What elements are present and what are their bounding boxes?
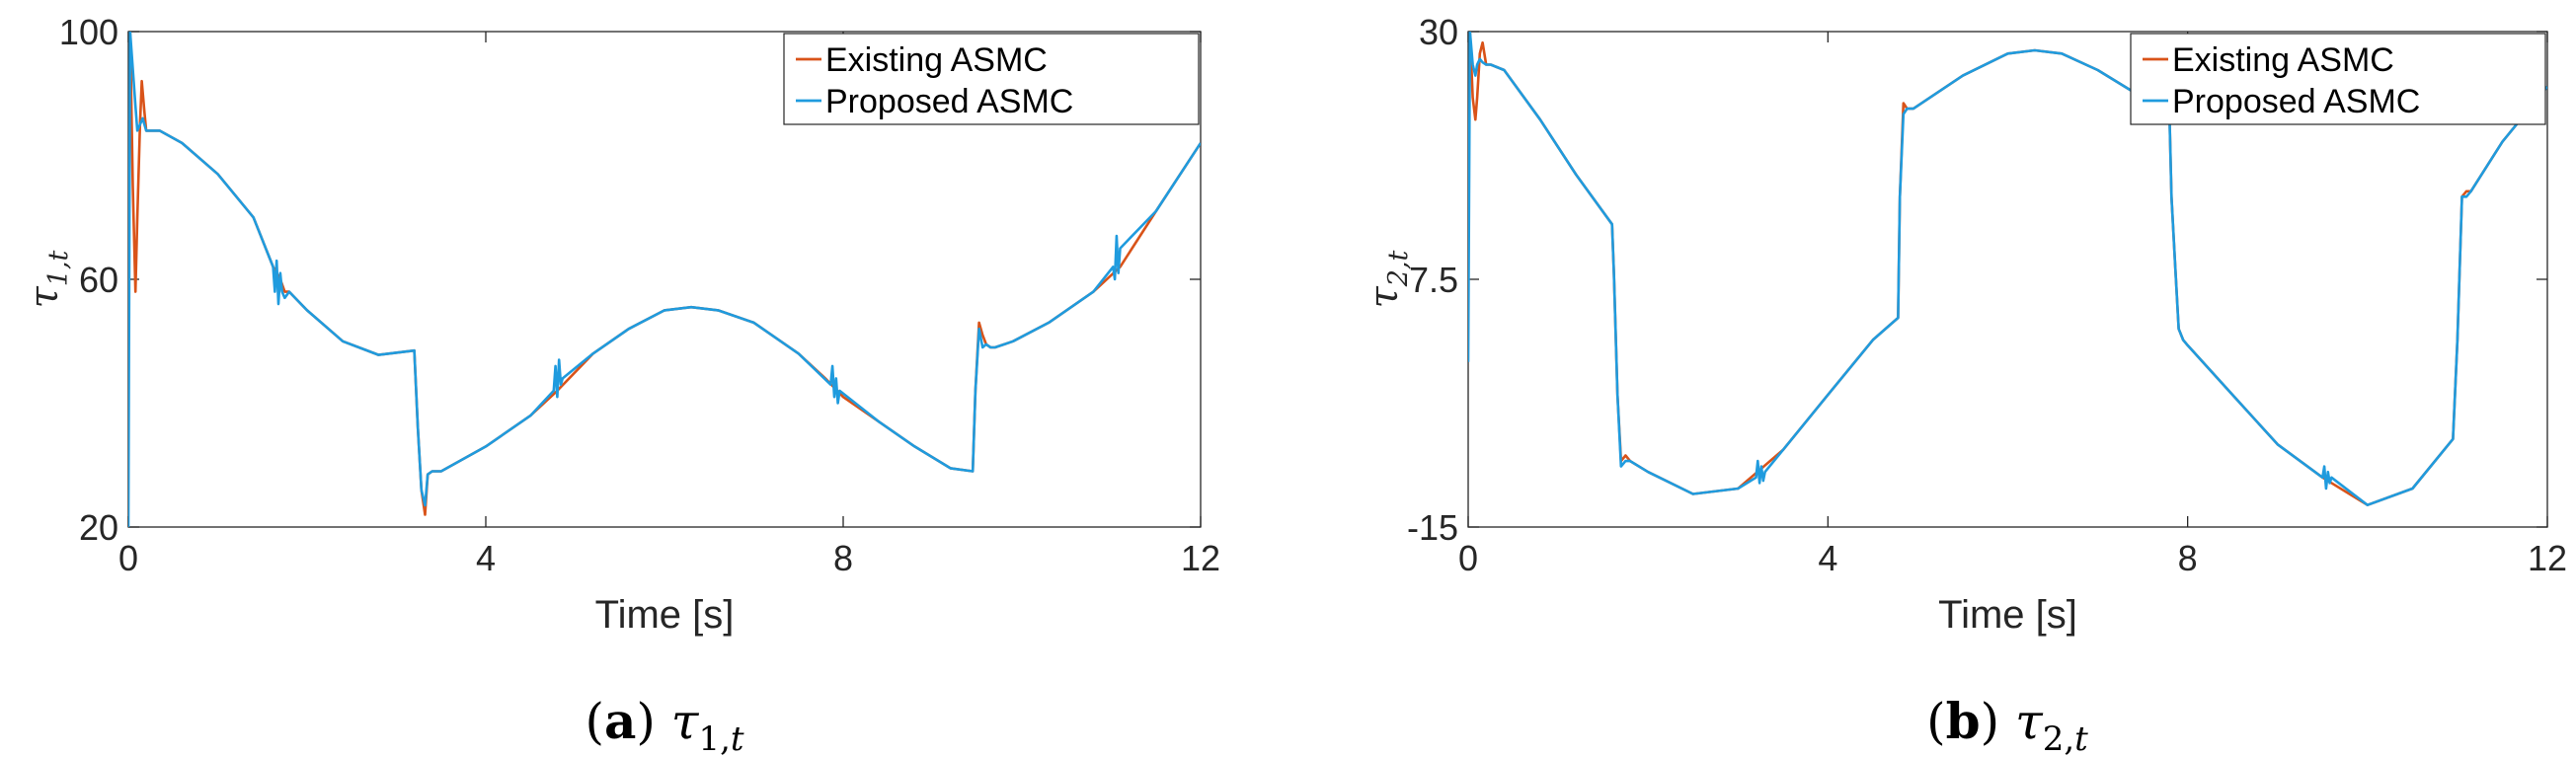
caption-symbol: τ xyxy=(2015,693,2044,750)
legend-entry: Proposed ASMC xyxy=(825,83,1073,120)
x-tick-label: 8 xyxy=(2178,538,2198,578)
caption-subscript-italic: t xyxy=(731,719,744,757)
y-axis-label: τ1,t xyxy=(22,250,74,308)
caption-letter: b xyxy=(1946,692,1981,750)
y-axis-label-subscript: 2,t xyxy=(1383,250,1414,287)
x-tick-label: 8 xyxy=(833,538,853,578)
x-tick-label: 12 xyxy=(1181,538,1220,578)
panel-caption: (a) τ1,t xyxy=(585,692,743,757)
y-axis-label-symbol: τ xyxy=(1362,285,1407,308)
x-axis-label: Time [s] xyxy=(595,593,735,637)
x-tick-label: 12 xyxy=(2528,538,2567,578)
y-tick-label: 60 xyxy=(79,260,118,300)
legend: Existing ASMC Proposed ASMC xyxy=(2130,33,2546,125)
series-line-proposed-asmc xyxy=(128,32,1201,527)
x-tick-label: 4 xyxy=(1818,538,1837,578)
caption-close-paren: ) xyxy=(1981,693,2015,750)
series-group xyxy=(1468,32,2547,507)
y-tick-label: -15 xyxy=(1407,507,1458,548)
y-tick-label: 20 xyxy=(79,507,118,548)
y-axis-label: τ2,t xyxy=(1362,250,1414,308)
legend-entry: Proposed ASMC xyxy=(2172,83,2420,120)
caption-open-paren: ( xyxy=(1926,693,1946,750)
caption-subscript-italic: t xyxy=(2074,719,2088,757)
y-tick-label: 30 xyxy=(1419,12,1458,52)
legend: Existing ASMC Proposed ASMC xyxy=(783,33,1200,125)
legend-box xyxy=(783,33,1200,125)
y-axis-label-subscript: 1,t xyxy=(43,250,74,286)
x-tick-label: 4 xyxy=(476,538,496,578)
caption-letter: a xyxy=(604,692,636,750)
caption-close-paren: ) xyxy=(636,693,670,750)
series-group xyxy=(128,32,1201,527)
caption-open-paren: ( xyxy=(585,693,604,750)
legend-entry: Existing ASMC xyxy=(825,41,1048,79)
series-line-proposed-asmc xyxy=(1468,32,2547,507)
panel-caption: (b) τ2,t xyxy=(1926,692,2088,757)
caption-symbol: τ xyxy=(671,693,700,750)
x-tick-label: 0 xyxy=(1458,538,1478,578)
y-axis-label-symbol: τ xyxy=(22,285,67,308)
y-tick-label: 7.5 xyxy=(1409,260,1458,300)
x-axis-label: Time [s] xyxy=(1938,593,2077,637)
caption-subscript: 2, xyxy=(2043,719,2074,757)
x-tick-label: 0 xyxy=(118,538,138,578)
caption-subscript: 1, xyxy=(698,719,730,757)
y-tick-label: 100 xyxy=(59,12,118,52)
legend-box xyxy=(2130,33,2546,125)
legend-entry: Existing ASMC xyxy=(2172,41,2394,79)
